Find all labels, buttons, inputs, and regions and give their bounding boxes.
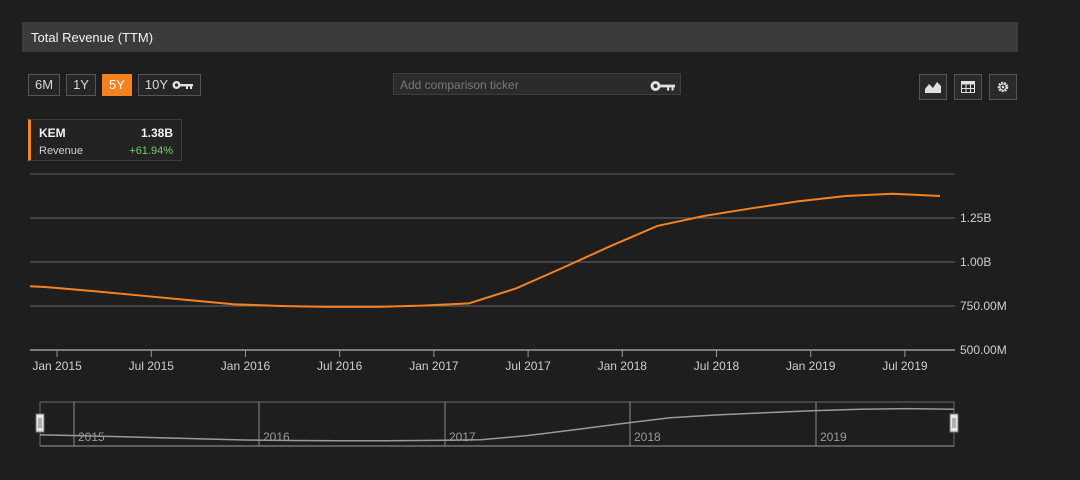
navigator-left-handle bbox=[35, 413, 45, 433]
key-icon bbox=[650, 79, 676, 97]
navigator-line bbox=[39, 407, 955, 442]
y-tick-label: 750.00M bbox=[960, 299, 1007, 313]
chart-title: Total Revenue (TTM) bbox=[31, 30, 154, 45]
x-tick-label: Jan 2016 bbox=[221, 359, 271, 373]
comparison-ticker-input[interactable] bbox=[394, 74, 642, 96]
range-1y-button[interactable]: 1Y bbox=[66, 74, 96, 96]
x-tick-label: Jan 2015 bbox=[32, 359, 82, 373]
y-axis: 500.00M 750.00M 1.00B 1.25B bbox=[960, 211, 1007, 357]
gear-icon bbox=[997, 81, 1009, 93]
area-chart-icon bbox=[925, 82, 941, 93]
y-tick-label: 1.25B bbox=[960, 211, 991, 225]
navigator-frame bbox=[39, 401, 955, 447]
chart-series bbox=[29, 192, 941, 308]
x-tick-label: Jul 2019 bbox=[882, 359, 928, 373]
navigator-year-label: 2017 bbox=[449, 430, 476, 444]
range-10y-button[interactable]: 10Y bbox=[137, 74, 202, 96]
y-tick-label: 500.00M bbox=[960, 343, 1007, 357]
chart-navigator: 2015 2016 2017 2018 2019 bbox=[35, 401, 959, 447]
legend-metric: Revenue bbox=[39, 145, 84, 157]
navigator-year-label: 2018 bbox=[634, 430, 661, 444]
x-tick-label: Jan 2017 bbox=[409, 359, 459, 373]
navigator-right-handle bbox=[949, 413, 959, 433]
y-tick-label: 1.00B bbox=[960, 255, 991, 269]
area-chart-button[interactable] bbox=[919, 74, 947, 100]
legend-value: 1.38B bbox=[140, 126, 173, 140]
navigator-year-label: 2016 bbox=[263, 430, 290, 444]
legend-change: +61.94% bbox=[129, 145, 173, 157]
range-5y-button[interactable]: 5Y bbox=[101, 74, 132, 96]
range-6m-button[interactable]: 6M bbox=[28, 74, 61, 96]
x-tick-label: Jul 2016 bbox=[317, 359, 363, 373]
navigator-year-label: 2019 bbox=[820, 430, 847, 444]
range-6m-label: 6M bbox=[35, 77, 54, 92]
range-selector: 6M 1Y 5Y 10Y bbox=[28, 74, 202, 96]
chart-grid bbox=[30, 173, 955, 351]
chart-header: Total Revenue (TTM) bbox=[22, 22, 1018, 52]
settings-button[interactable] bbox=[989, 74, 1017, 100]
x-tick-label: Jan 2018 bbox=[598, 359, 648, 373]
series-legend: KEM 1.38B Revenue +61.94% bbox=[28, 119, 182, 161]
table-icon bbox=[961, 81, 975, 93]
legend-ticker: KEM bbox=[39, 126, 66, 140]
table-view-button[interactable] bbox=[954, 74, 982, 100]
revenue-line bbox=[29, 192, 941, 308]
navigator-year-label: 2015 bbox=[78, 430, 105, 444]
x-axis: Jan 2015 Jul 2015 Jan 2016 Jul 2016 Jan 2017… bbox=[32, 350, 928, 373]
key-icon bbox=[172, 80, 194, 90]
range-1y-label: 1Y bbox=[73, 77, 89, 92]
x-tick-label: Jan 2019 bbox=[786, 359, 836, 373]
comparison-ticker-field[interactable] bbox=[393, 73, 681, 97]
x-tick-label: Jul 2018 bbox=[694, 359, 740, 373]
x-tick-label: Jul 2017 bbox=[505, 359, 551, 373]
range-5y-label: 5Y bbox=[108, 77, 125, 92]
range-10y-label: 10Y bbox=[144, 77, 169, 92]
x-tick-label: Jul 2015 bbox=[129, 359, 175, 373]
